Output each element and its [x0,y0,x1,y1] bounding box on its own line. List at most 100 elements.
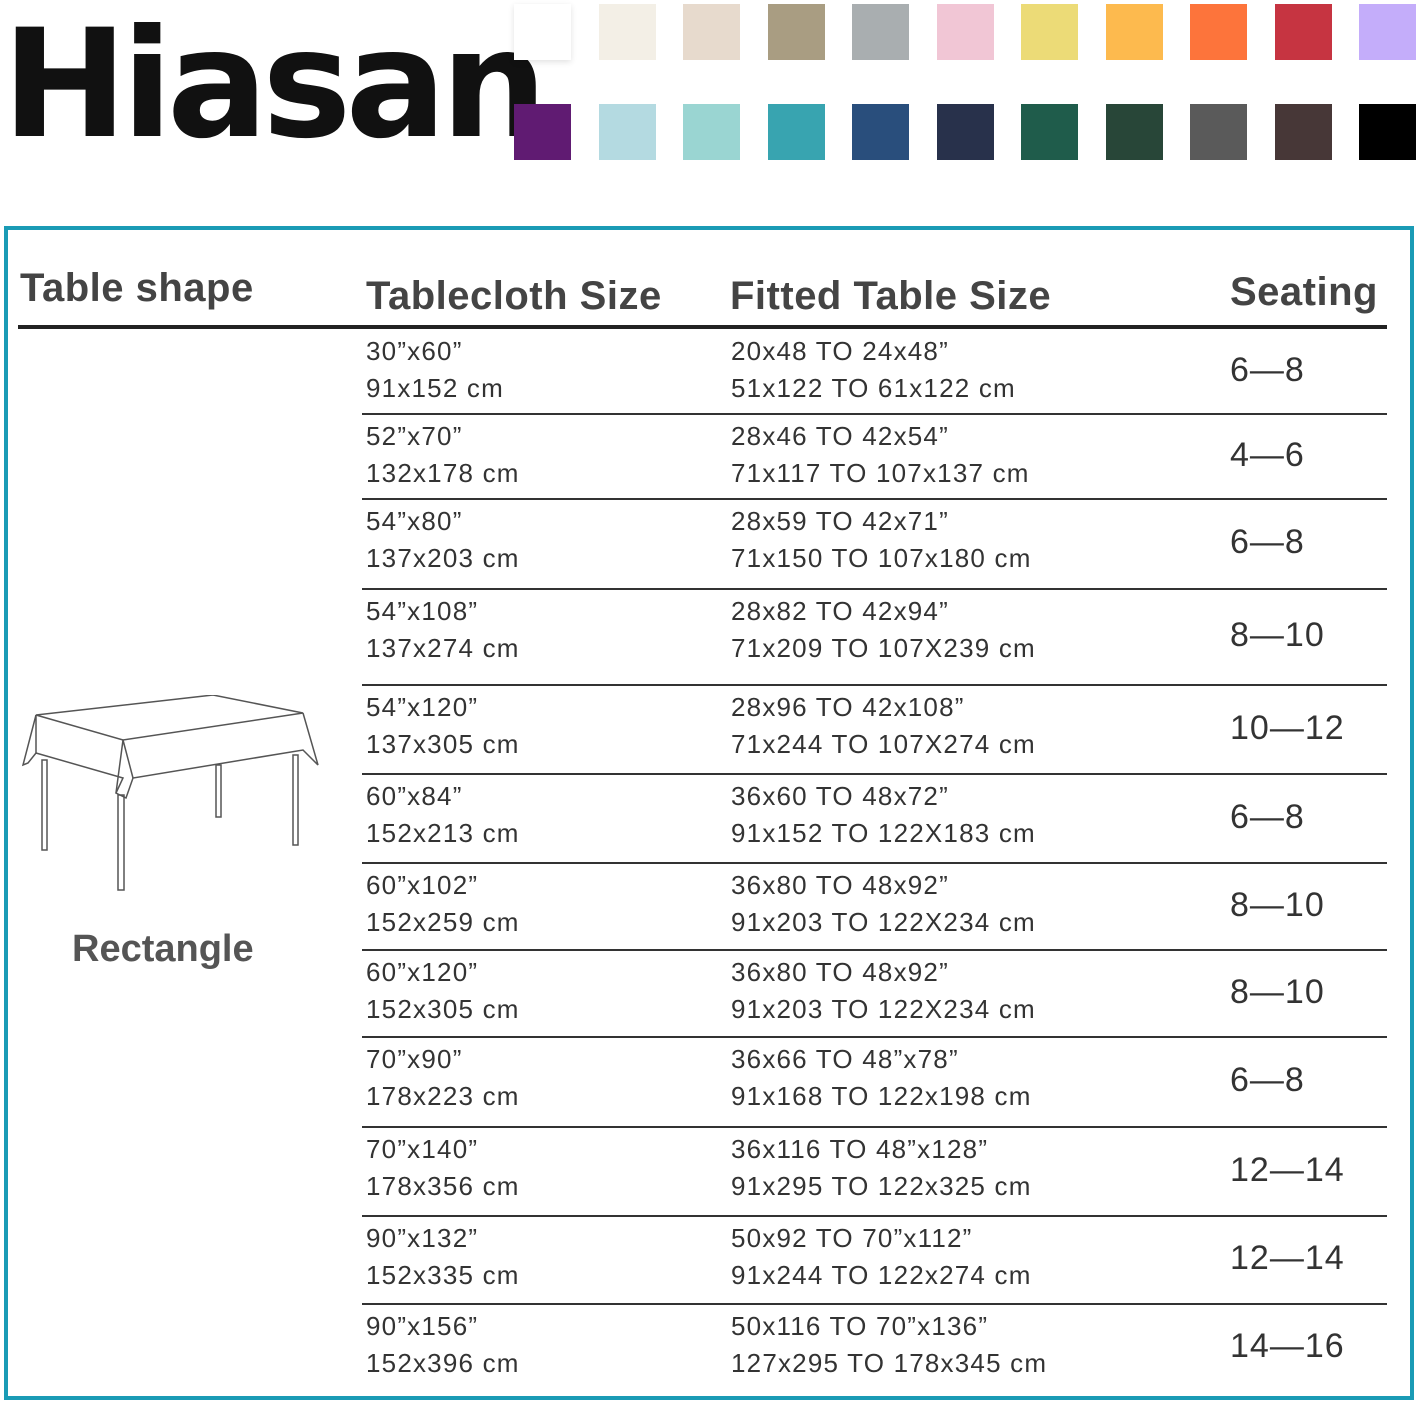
tablecloth-size-inches: 90”x132” [366,1223,479,1253]
fitted-size-cm: 91x152 TO 122X183 cm [731,818,1036,848]
fitted-size-inches: 28x46 TO 42x54” [731,421,949,451]
tablecloth-size-inches: 60”x84” [366,781,463,811]
fitted-size-cm: 91x203 TO 122X234 cm [731,994,1036,1024]
tablecloth-size-cm: 178x223 cm [366,1081,520,1111]
tablecloth-size-inches: 54”x80” [366,506,463,536]
header-tablecloth-size: Tablecloth Size [366,274,662,318]
tablecloth-size-cm: 152x335 cm [366,1260,520,1290]
seating-range: 6—8 [1230,350,1305,389]
tablecloth-size-cm: 137x274 cm [366,633,520,663]
tablecloth-size-inches: 30”x60” [366,336,463,366]
color-swatch[interactable] [1190,4,1247,60]
color-swatch[interactable] [767,4,825,60]
fitted-size-cm: 91x168 TO 122x198 cm [731,1081,1032,1111]
fitted-size-inches: 50x116 TO 70”x136” [731,1311,989,1341]
rectangle-table-icon [21,695,319,891]
color-swatch[interactable] [852,4,909,60]
seating-range: 12—14 [1230,1150,1345,1189]
color-swatch[interactable] [767,104,825,160]
color-swatch[interactable] [598,104,656,160]
fitted-size-cm: 91x295 TO 122x325 cm [731,1171,1032,1201]
table-row: 60”x120” 152x305 cm 36x80 TO 48x92” 91x203 … [362,951,1387,1038]
table-row: 52”x70” 132x178 cm 28x46 TO 42x54” 71x117 T… [362,415,1387,500]
tablecloth-size-cm: 132x178 cm [366,458,520,488]
fitted-size-inches: 36x66 TO 48”x78” [731,1044,959,1074]
table-row: 70”x140” 178x356 cm 36x116 TO 48”x128” 91x2… [362,1128,1387,1217]
tablecloth-size-inches: 60”x120” [366,957,479,987]
fitted-size-cm: 71x150 TO 107x180 cm [731,543,1032,573]
color-swatch[interactable] [936,4,994,60]
header-fitted-table-size: Fitted Table Size [730,274,1052,318]
seating-range: 14—16 [1230,1326,1345,1365]
seating-range: 6—8 [1230,523,1305,561]
table-row: 90”x156” 152x396 cm 50x116 TO 70”x136” 127x… [362,1305,1387,1390]
table-row: 54”x80” 137x203 cm 28x59 TO 42x71” 71x150 T… [362,500,1387,590]
color-swatch[interactable] [1021,4,1078,60]
seating-range: 6—8 [1230,1061,1305,1099]
fitted-size-inches: 36x80 TO 48x92” [731,870,949,900]
seating-range: 8—10 [1230,885,1325,924]
table-row: 54”x108” 137x274 cm 28x82 TO 42x94” 71x209 … [362,590,1387,686]
header-table-shape: Table shape [20,266,254,310]
color-swatch[interactable] [514,104,571,160]
fitted-size-inches: 28x96 TO 42x108” [731,692,965,722]
fitted-size-inches: 50x92 TO 70”x112” [731,1223,973,1253]
table-row: 70”x90” 178x223 cm 36x66 TO 48”x78” 91x168 … [362,1038,1387,1128]
tablecloth-size-cm: 152x305 cm [366,994,520,1024]
fitted-size-cm: 91x244 TO 122x274 cm [731,1260,1032,1290]
fitted-size-cm: 127x295 TO 178x345 cm [731,1348,1048,1378]
color-swatch[interactable] [1105,4,1163,60]
seating-range: 12—14 [1230,1239,1345,1277]
fitted-size-inches: 28x59 TO 42x71” [731,506,949,536]
color-swatch[interactable] [1274,104,1332,160]
color-swatch[interactable] [683,4,740,60]
tablecloth-size-inches: 52”x70” [366,421,463,451]
color-swatch[interactable] [1021,104,1078,160]
tablecloth-size-cm: 137x305 cm [366,729,520,759]
tablecloth-size-inches: 54”x120” [366,692,479,722]
tablecloth-size-cm: 152x213 cm [366,818,520,848]
color-swatch[interactable] [1359,4,1416,60]
seating-range: 8—10 [1230,972,1325,1011]
color-swatch[interactable] [1190,104,1247,160]
color-swatch[interactable] [1359,104,1416,160]
header-seating: Seating [1230,270,1378,314]
color-swatch[interactable] [598,4,656,60]
color-swatch[interactable] [1274,4,1332,60]
table-row: 54”x120” 137x305 cm 28x96 TO 42x108” 71x244… [362,686,1387,775]
fitted-size-cm: 71x209 TO 107X239 cm [731,633,1036,663]
brand-logo: Hiasan [2,0,547,172]
fitted-size-cm: 91x203 TO 122X234 cm [731,907,1036,937]
color-swatch[interactable] [936,104,994,160]
fitted-size-inches: 36x60 TO 48x72” [731,781,949,811]
tablecloth-size-inches: 70”x90” [366,1044,463,1074]
tablecloth-size-inches: 60”x102” [366,870,479,900]
tablecloth-size-inches: 90”x156” [366,1311,479,1341]
tablecloth-size-inches: 54”x108” [366,596,479,626]
fitted-size-cm: 51x122 TO 61x122 cm [731,373,1016,403]
table-row: 60”x102” 152x259 cm 36x80 TO 48x92” 91x203 … [362,864,1387,951]
seating-range: 8—10 [1230,616,1325,654]
tablecloth-size-inches: 70”x140” [366,1134,479,1164]
tablecloth-size-cm: 152x396 cm [366,1348,520,1378]
fitted-size-inches: 28x82 TO 42x94” [731,596,949,626]
color-swatch[interactable] [514,4,571,60]
fitted-size-inches: 36x80 TO 48x92” [731,957,949,987]
fitted-size-inches: 20x48 TO 24x48” [731,336,949,366]
color-swatch[interactable] [1105,104,1163,160]
fitted-size-inches: 36x116 TO 48”x128” [731,1134,989,1164]
table-row: 30”x60” 91x152 cm 20x48 TO 24x48” 51x122 TO… [362,330,1387,415]
seating-range: 6—8 [1230,797,1305,836]
color-swatch[interactable] [852,104,909,160]
seating-range: 10—12 [1230,708,1345,747]
tablecloth-size-cm: 152x259 cm [366,907,520,937]
shape-label: Rectangle [72,928,254,970]
seating-range: 4—6 [1230,435,1305,474]
table-row: 90”x132” 152x335 cm 50x92 TO 70”x112” 91x24… [362,1217,1387,1305]
header-divider [18,325,1387,329]
color-swatch[interactable] [683,104,740,160]
tablecloth-size-cm: 137x203 cm [366,543,520,573]
tablecloth-size-cm: 91x152 cm [366,373,504,403]
table-row: 60”x84” 152x213 cm 36x60 TO 48x72” 91x152 T… [362,775,1387,864]
